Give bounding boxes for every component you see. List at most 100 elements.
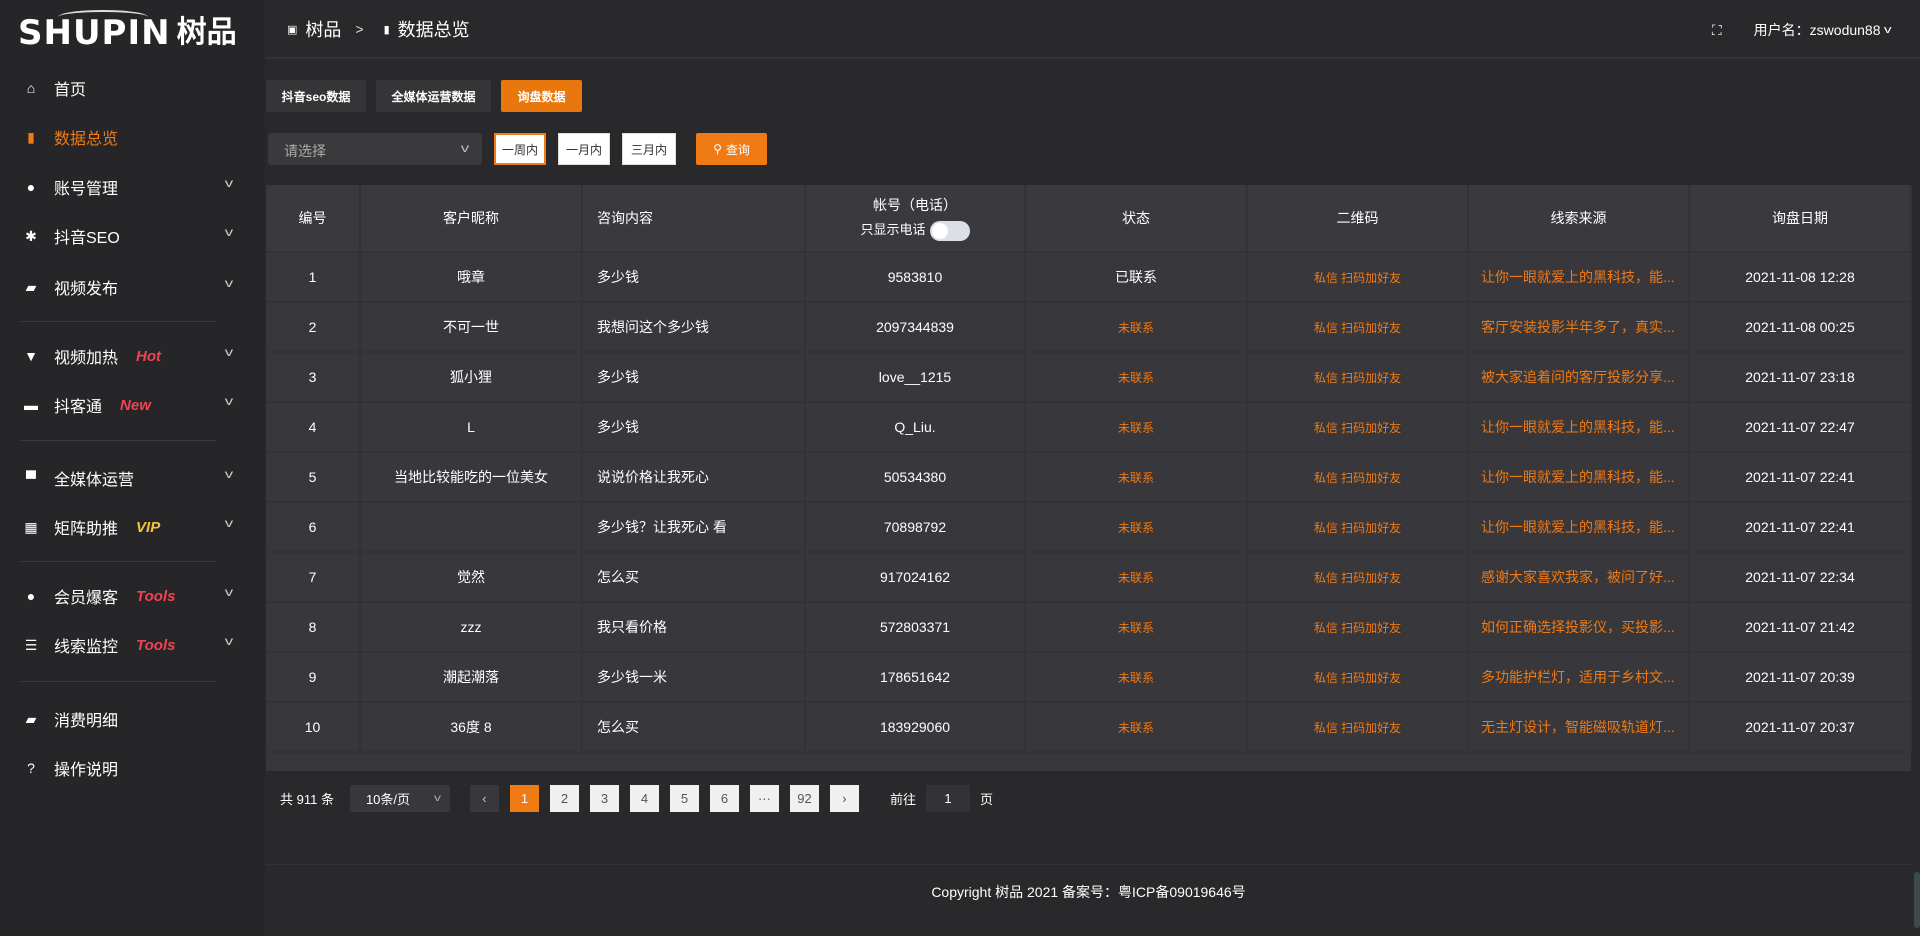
cell-source[interactable]: 客厅安装投影半年多了，真实... bbox=[1468, 302, 1690, 353]
sidebar-item-10[interactable]: ☰ 线索监控 Tools v bbox=[22, 630, 234, 660]
cell-source[interactable]: 被大家追着问的客厅投影分享... bbox=[1468, 352, 1690, 403]
sidebar-item-6[interactable]: ▬ 抖客通 New v bbox=[22, 390, 234, 420]
sidebar-badge: Tools bbox=[136, 636, 176, 654]
sidebar-item-11[interactable]: ▰ 消费明细 bbox=[22, 704, 232, 734]
page-button[interactable]: 5 bbox=[669, 785, 699, 812]
cell-source[interactable]: 感谢大家喜欢我家，被问了好... bbox=[1468, 552, 1690, 603]
sidebar-divider bbox=[20, 681, 216, 682]
query-button[interactable]: ⚲ 查询 bbox=[696, 133, 767, 165]
cell-qrcode[interactable]: 私信 扫码加好友 bbox=[1247, 452, 1469, 503]
cell-account: 183929060 bbox=[805, 702, 1026, 753]
sidebar-item-1[interactable]: ▮ 数据总览 bbox=[22, 122, 232, 152]
page-button[interactable]: 3 bbox=[589, 785, 619, 812]
home-icon: ⌂ bbox=[26, 80, 36, 96]
chat-icon: ▬ bbox=[24, 397, 38, 413]
sidebar-item-9[interactable]: ● 会员爆客 Tools v bbox=[22, 581, 234, 611]
chevron-down-icon[interactable]: v bbox=[1883, 24, 1892, 36]
cell-qrcode[interactable]: 私信 扫码加好友 bbox=[1247, 652, 1469, 703]
cell-status: 未联系 bbox=[1025, 502, 1248, 553]
sidebar-item-label: 视频加热 bbox=[54, 350, 119, 367]
cell-source[interactable]: 让你一眼就爱上的黑科技，能... bbox=[1468, 252, 1690, 303]
source-select[interactable]: 请选择 v bbox=[268, 133, 482, 165]
chevron-down-icon[interactable]: v bbox=[224, 345, 234, 359]
sidebar-badge: Hot bbox=[136, 347, 162, 365]
cell-source[interactable]: 如何正确选择投影仪，买投影... bbox=[1468, 602, 1690, 653]
user-menu[interactable]: 用户名：zswodun88 bbox=[1753, 22, 1881, 38]
cell-qrcode[interactable]: 私信 扫码加好友 bbox=[1247, 352, 1469, 403]
sidebar-item-label: 抖客通 bbox=[54, 399, 103, 416]
chevron-down-icon[interactable]: v bbox=[224, 634, 234, 648]
wallet-icon: ▰ bbox=[25, 710, 37, 727]
tab-all-media[interactable]: 全媒体运营数据 bbox=[376, 80, 491, 112]
chevron-down-icon[interactable]: v bbox=[224, 394, 234, 408]
cell-id: 6 bbox=[266, 502, 361, 553]
cell-id: 7 bbox=[266, 552, 361, 603]
cell-date: 2021-11-08 00:25 bbox=[1689, 302, 1912, 353]
range-month-button[interactable]: 一月内 bbox=[558, 133, 610, 165]
cell-qrcode[interactable]: 私信 扫码加好友 bbox=[1247, 702, 1469, 753]
range-week-button[interactable]: 一周内 bbox=[494, 133, 546, 165]
image-icon: ▣ bbox=[287, 23, 298, 36]
page-button[interactable]: 92 bbox=[789, 785, 819, 812]
sidebar-badge: New bbox=[120, 396, 151, 414]
page-button[interactable]: 2 bbox=[549, 785, 579, 812]
chevron-down-icon[interactable]: v bbox=[224, 276, 234, 290]
chevron-down-icon[interactable]: v bbox=[224, 225, 234, 239]
sidebar-item-0[interactable]: ⌂ 首页 bbox=[22, 73, 232, 103]
sidebar-item-3[interactable]: ✱ 抖音SEO v bbox=[22, 221, 234, 251]
sidebar-item-5[interactable]: ▼ 视频加热 Hot v bbox=[22, 341, 234, 371]
range-3month-button[interactable]: 三月内 bbox=[622, 133, 676, 165]
cell-qrcode[interactable]: 私信 扫码加好友 bbox=[1247, 502, 1469, 553]
logo-arc bbox=[58, 10, 148, 24]
cell-qrcode[interactable]: 私信 扫码加好友 bbox=[1247, 302, 1469, 353]
cell-nickname: 觉然 bbox=[360, 552, 583, 603]
tab-douyin-seo[interactable]: 抖音seo数据 bbox=[266, 80, 366, 112]
cell-source[interactable]: 让你一眼就爱上的黑科技，能... bbox=[1468, 402, 1690, 453]
cell-date: 2021-11-07 21:42 bbox=[1689, 602, 1912, 653]
page-size-select[interactable]: 10条/页 v bbox=[349, 785, 450, 812]
cell-qrcode[interactable]: 私信 扫码加好友 bbox=[1247, 402, 1469, 453]
cell-content: 多少钱 bbox=[582, 252, 806, 303]
inquiry-table: 编号 客户昵称 咨询内容 帐号（电话） 只显示电话 状态 二维码 线索来源 询盘… bbox=[266, 185, 1912, 771]
cell-qrcode[interactable]: 私信 扫码加好友 bbox=[1247, 252, 1469, 303]
bar-chart-icon: ▮ bbox=[383, 23, 390, 36]
table-row: 8 zzz 我只看价格 572803371 未联系 私信 扫码加好友 如何正确选择投影仪，买… bbox=[266, 602, 1912, 653]
chevron-down-icon[interactable]: v bbox=[224, 467, 234, 481]
help-icon: ? bbox=[27, 760, 35, 776]
cell-source[interactable]: 让你一眼就爱上的黑科技，能... bbox=[1468, 452, 1690, 503]
tab-inquiry[interactable]: 询盘数据 bbox=[501, 80, 582, 112]
phone-only-toggle[interactable] bbox=[929, 220, 970, 241]
scrollbar[interactable] bbox=[1914, 872, 1920, 928]
goto-page-input[interactable]: 1 bbox=[925, 785, 970, 812]
cell-source[interactable]: 多功能护栏灯，适用于乡村文... bbox=[1468, 652, 1690, 703]
chevron-down-icon[interactable]: v bbox=[224, 516, 234, 530]
cell-source[interactable]: 让你一眼就爱上的黑科技，能... bbox=[1468, 502, 1690, 553]
logo[interactable]: SHUPIN 树品 bbox=[18, 10, 237, 50]
cell-status: 未联系 bbox=[1025, 352, 1248, 403]
sidebar-item-7[interactable]: ▀ 全媒体运营 v bbox=[22, 463, 234, 493]
cell-qrcode[interactable]: 私信 扫码加好友 bbox=[1247, 602, 1469, 653]
cell-source[interactable]: 无主灯设计，智能磁吸轨道灯... bbox=[1468, 702, 1690, 753]
chevron-down-icon[interactable]: v bbox=[224, 585, 234, 599]
sidebar-item-2[interactable]: ● 账号管理 v bbox=[22, 172, 234, 202]
page-button[interactable]: ··· bbox=[749, 785, 779, 812]
cell-qrcode[interactable]: 私信 扫码加好友 bbox=[1247, 552, 1469, 603]
sidebar-item-4[interactable]: ▰ 视频发布 v bbox=[22, 272, 234, 302]
page-button[interactable]: 6 bbox=[709, 785, 739, 812]
fullscreen-icon[interactable]: ⛶ bbox=[1711, 21, 1722, 38]
table-row: 3 狐小狸 多少钱 love__1215 未联系 私信 扫码加好友 被大家追着问的客厅投影分… bbox=[266, 352, 1912, 403]
chevron-down-icon: v bbox=[460, 141, 470, 155]
sidebar-item-12[interactable]: ? 操作说明 bbox=[22, 753, 232, 783]
page-button[interactable]: 1 bbox=[509, 785, 539, 812]
footer-copyright: Copyright 树品 2021 备案号：粤ICP备09019646号 bbox=[931, 884, 1246, 900]
next-page-button[interactable]: › bbox=[829, 785, 859, 812]
page-button[interactable]: 4 bbox=[629, 785, 659, 812]
prev-page-button[interactable]: ‹ bbox=[469, 785, 499, 812]
header-content: 咨询内容 bbox=[582, 185, 806, 253]
sliders-icon: ☰ bbox=[24, 636, 38, 653]
sidebar-item-8[interactable]: ▦ 矩阵助推 VIP v bbox=[22, 512, 234, 542]
cell-content: 多少钱一米 bbox=[582, 652, 806, 703]
header-source: 线索来源 bbox=[1468, 185, 1690, 253]
breadcrumb-root[interactable]: 树品 bbox=[305, 20, 342, 40]
chevron-down-icon[interactable]: v bbox=[224, 176, 234, 190]
